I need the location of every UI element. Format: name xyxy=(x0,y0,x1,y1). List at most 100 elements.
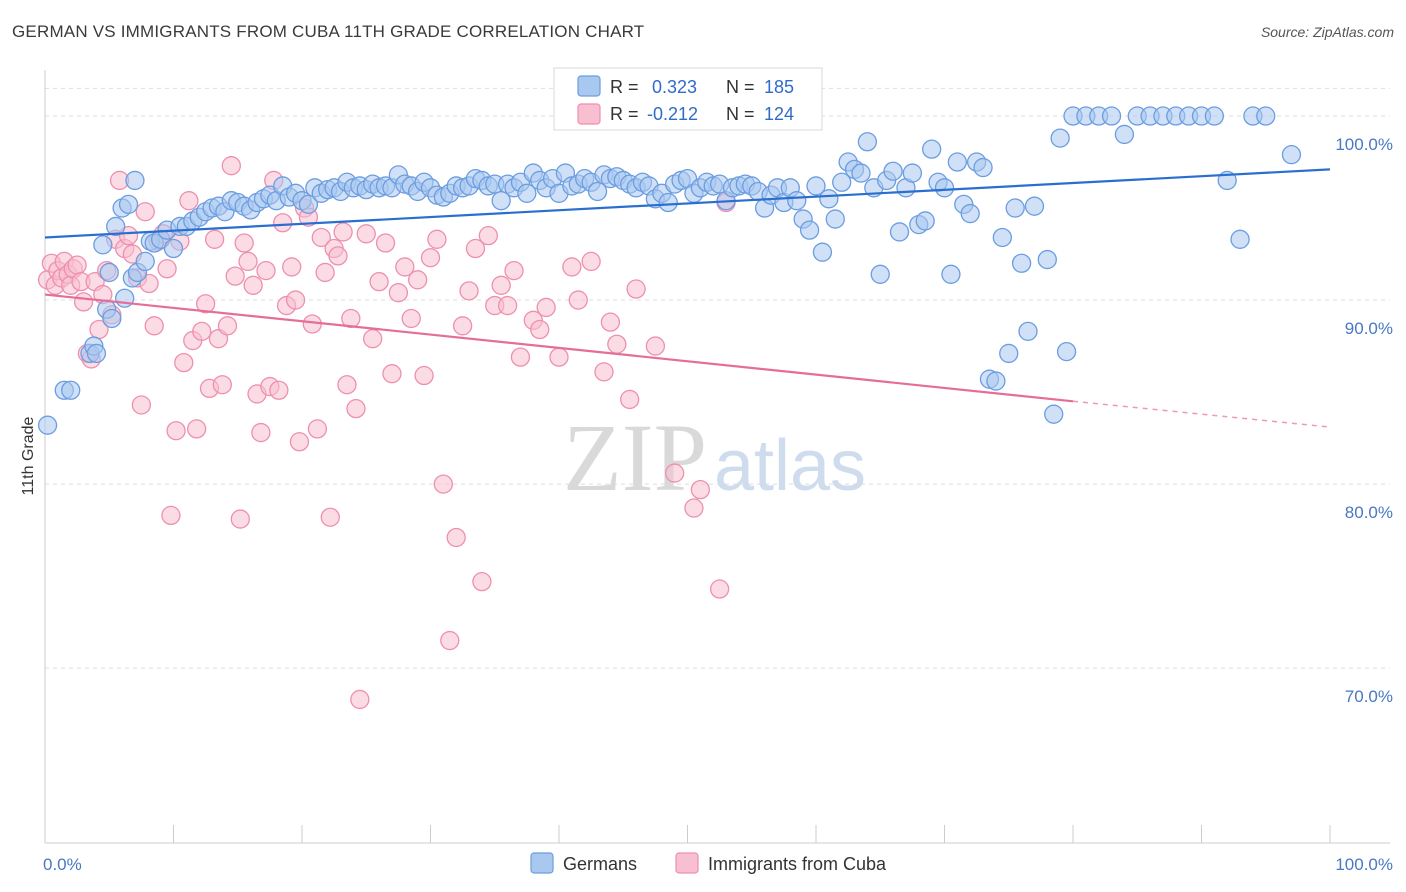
point-german xyxy=(806,176,826,196)
point-german xyxy=(1230,229,1250,249)
bottom-legend-cuba: Immigrants from Cuba xyxy=(708,854,887,874)
point-cuba xyxy=(709,579,730,599)
point-cuba xyxy=(131,395,152,415)
point-cuba xyxy=(328,246,348,266)
point-german xyxy=(1024,196,1045,216)
point-cuba xyxy=(204,229,225,249)
point-cuba xyxy=(282,257,302,277)
point-german xyxy=(1037,249,1057,270)
trend-line-cuba xyxy=(44,293,1074,403)
point-german xyxy=(960,203,980,224)
point-cuba xyxy=(536,297,556,318)
trend-lines xyxy=(44,168,1331,428)
chart-title: GERMAN VS IMMIGRANTS FROM CUBA 11TH GRAD… xyxy=(12,22,645,41)
point-cuba xyxy=(179,191,199,211)
point-cuba xyxy=(414,365,434,386)
point-cuba xyxy=(433,474,454,494)
point-cuba xyxy=(144,316,164,336)
point-cuba xyxy=(217,316,238,336)
series-germans-points xyxy=(37,106,1302,435)
source-label: Source: ZipAtlas.com xyxy=(1260,24,1394,40)
legend-r-value-germans: 0.323 xyxy=(652,77,697,97)
point-cuba xyxy=(243,275,263,295)
point-german xyxy=(587,181,608,202)
point-cuba xyxy=(491,275,511,295)
point-german xyxy=(1005,198,1025,218)
y-tick-labels: 70.0% 80.0% 90.0% 100.0% xyxy=(1335,135,1393,706)
point-german xyxy=(86,343,107,364)
series-cuba-points xyxy=(37,156,736,710)
y-tick-label: 90.0% xyxy=(1345,319,1393,338)
point-german xyxy=(163,238,184,259)
point-cuba xyxy=(256,260,276,281)
point-cuba xyxy=(549,347,569,367)
legend-r-value-cuba: -0.212 xyxy=(647,104,698,124)
point-german xyxy=(1011,253,1032,273)
point-cuba xyxy=(320,507,340,527)
point-cuba xyxy=(440,630,460,651)
point-german xyxy=(825,209,845,229)
point-cuba xyxy=(690,479,710,500)
point-cuba xyxy=(395,257,415,277)
point-german xyxy=(118,194,139,215)
point-cuba xyxy=(600,312,621,332)
legend-n-label-germans: N = xyxy=(726,77,755,97)
point-german xyxy=(37,415,58,435)
point-cuba xyxy=(315,262,335,283)
watermark-zip: ZIP xyxy=(563,404,707,511)
point-german xyxy=(819,189,839,209)
point-cuba xyxy=(238,251,258,272)
point-cuba xyxy=(161,505,181,526)
point-cuba xyxy=(67,255,87,275)
legend-swatch-cuba xyxy=(577,103,601,125)
point-cuba xyxy=(166,421,186,441)
x-tick-label: 100.0% xyxy=(1335,855,1393,874)
point-cuba xyxy=(350,689,370,710)
point-cuba xyxy=(382,364,402,384)
legend-swatch-germans xyxy=(577,75,601,97)
point-cuba xyxy=(269,380,289,400)
point-cuba xyxy=(135,202,155,222)
point-cuba xyxy=(427,229,447,249)
point-cuba xyxy=(465,238,486,259)
point-cuba xyxy=(478,225,498,246)
point-german xyxy=(1204,106,1224,126)
point-german xyxy=(102,308,122,329)
point-german xyxy=(517,183,537,203)
point-cuba xyxy=(530,319,550,340)
point-cuba xyxy=(594,362,614,382)
point-german xyxy=(658,192,678,213)
axes xyxy=(44,70,1390,844)
point-cuba xyxy=(289,432,310,452)
legend-n-value-cuba: 124 xyxy=(764,104,794,124)
point-german xyxy=(857,132,878,152)
point-cuba xyxy=(311,227,331,248)
point-german xyxy=(99,262,119,283)
point-cuba xyxy=(221,156,241,176)
point-cuba xyxy=(620,389,640,410)
point-cuba xyxy=(341,308,361,329)
point-cuba xyxy=(333,222,353,242)
point-german xyxy=(832,172,852,192)
bottom-legend-germans: Germans xyxy=(563,854,637,874)
point-german xyxy=(915,211,935,231)
point-cuba xyxy=(420,248,441,268)
point-german xyxy=(1101,106,1122,126)
point-cuba xyxy=(472,572,492,592)
point-cuba xyxy=(645,336,666,356)
point-german xyxy=(992,227,1012,248)
point-cuba xyxy=(568,290,588,310)
point-cuba xyxy=(684,498,704,518)
point-cuba xyxy=(452,316,473,336)
y-axis-title: 11th Grade xyxy=(20,416,37,495)
point-german xyxy=(973,157,993,178)
point-cuba xyxy=(285,290,306,310)
point-german xyxy=(1044,404,1064,424)
point-german xyxy=(851,163,871,183)
point-german xyxy=(986,371,1006,391)
point-german xyxy=(491,191,511,211)
point-cuba xyxy=(375,233,396,253)
point-cuba xyxy=(356,224,376,244)
point-german xyxy=(999,343,1019,364)
